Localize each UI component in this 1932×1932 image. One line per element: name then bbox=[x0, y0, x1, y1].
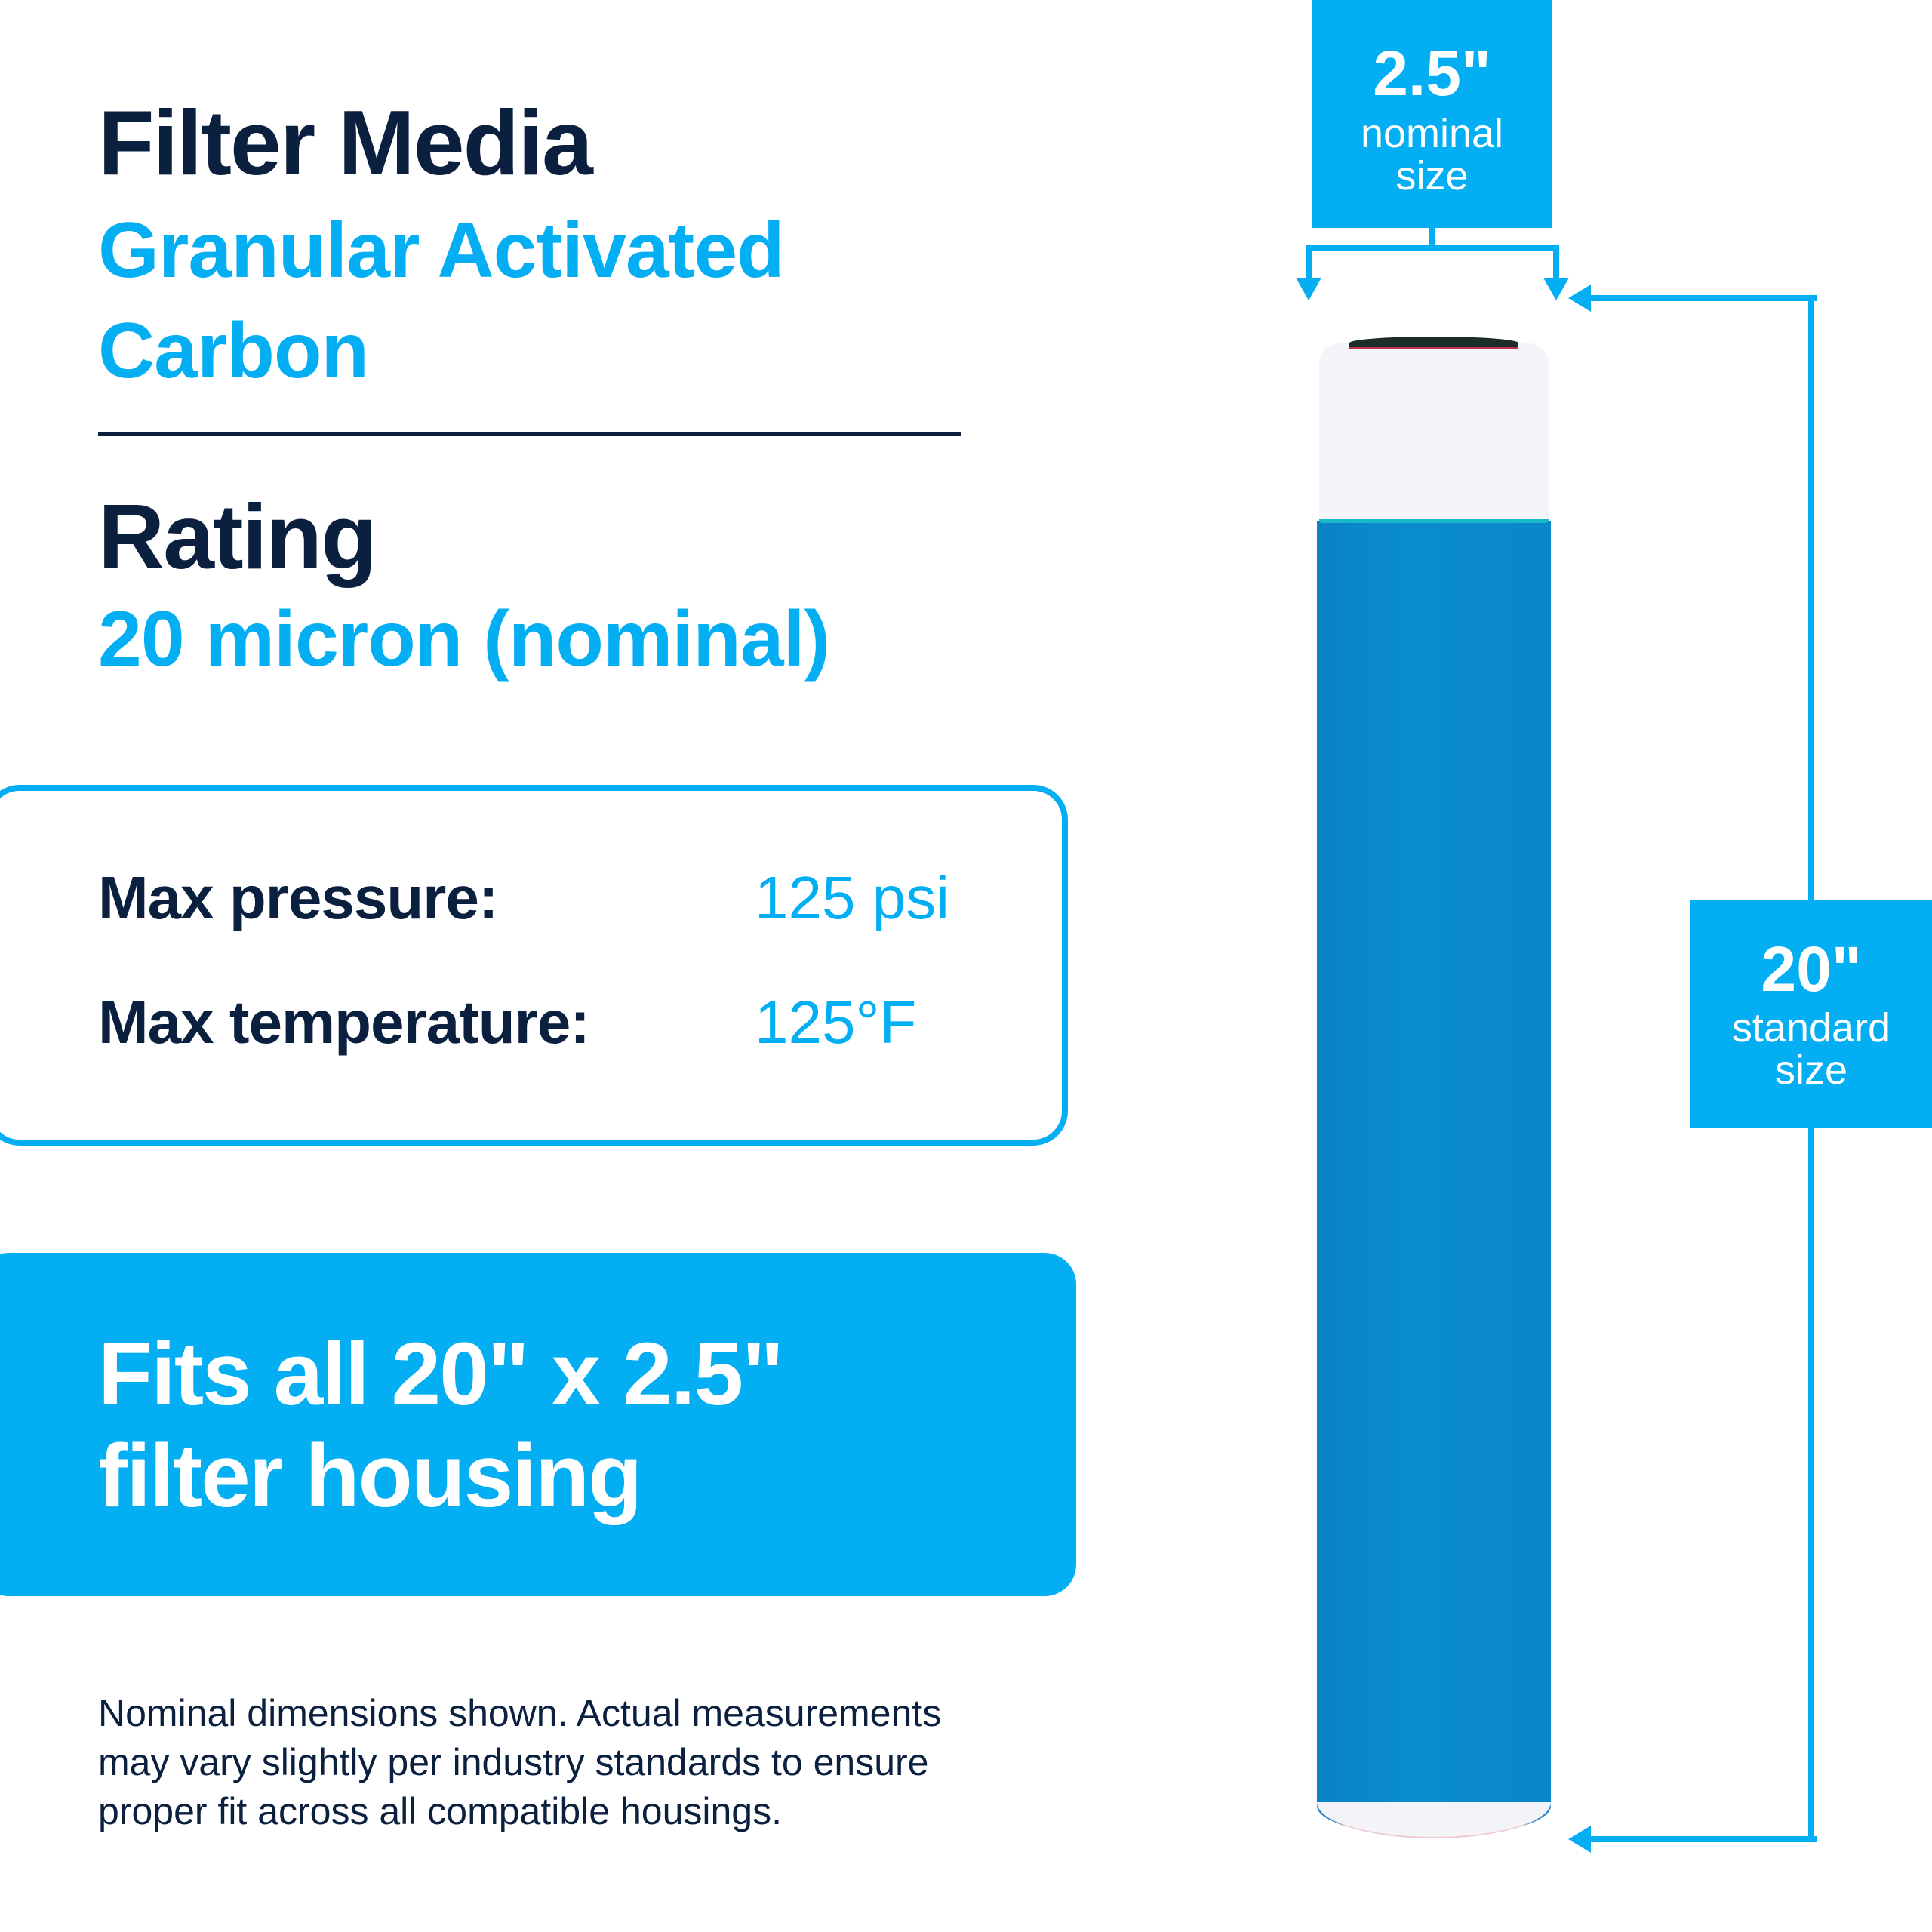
length-bracket-lower bbox=[1808, 1128, 1814, 1842]
filter-gasket bbox=[1349, 337, 1518, 349]
width-bracket-left bbox=[1306, 245, 1312, 278]
filter-media-value-line2: Carbon bbox=[98, 307, 369, 395]
length-dimension-sub1: standard bbox=[1731, 1005, 1891, 1051]
rating-heading: Rating bbox=[98, 485, 377, 588]
width-bracket-right bbox=[1553, 245, 1559, 278]
length-dimension-sub2: size bbox=[1774, 1048, 1848, 1093]
width-bracket-bar bbox=[1306, 245, 1559, 251]
length-dimension-value: 20" bbox=[1761, 934, 1862, 1004]
fit-banner-line1: Fits all 20" x 2.5" bbox=[98, 1324, 784, 1424]
length-bracket-bottom bbox=[1585, 1836, 1817, 1842]
footnote-line3: proper fit across all compatible housing… bbox=[98, 1790, 783, 1832]
width-dimension-value: 2.5" bbox=[1373, 38, 1491, 109]
filter-media-heading: Filter Media bbox=[98, 91, 593, 194]
filter-top-endcap bbox=[1319, 343, 1549, 523]
width-dimension-label: 2.5" nominal size bbox=[1312, 0, 1552, 228]
footnote-line2: may vary slightly per industry standards… bbox=[98, 1741, 929, 1783]
spec-label-temperature: Max temperature: bbox=[98, 989, 590, 1056]
rating-value: 20 micron (nominal) bbox=[98, 595, 830, 683]
spec-label-pressure: Max pressure: bbox=[98, 864, 498, 931]
arrow-left-bottom-icon bbox=[1568, 1826, 1591, 1853]
section-divider bbox=[98, 432, 961, 436]
fit-banner-line2: filter housing bbox=[98, 1426, 642, 1526]
arrow-down-left-icon bbox=[1296, 278, 1321, 300]
footnote-line1: Nominal dimensions shown. Actual measure… bbox=[98, 1692, 942, 1734]
length-dimension-label: 20" standard size bbox=[1690, 900, 1932, 1128]
fit-banner bbox=[0, 1253, 1076, 1596]
width-bracket-stem bbox=[1429, 228, 1435, 246]
length-bracket-top bbox=[1585, 295, 1817, 301]
arrow-down-right-icon bbox=[1543, 278, 1569, 300]
filter-media-value-line1: Granular Activated bbox=[98, 207, 785, 294]
spec-value-temperature: 125°F bbox=[755, 989, 917, 1056]
width-dimension-sub1: nominal bbox=[1360, 111, 1504, 156]
specs-card bbox=[0, 785, 1068, 1146]
length-bracket-upper bbox=[1808, 295, 1814, 900]
filter-cartridge-body bbox=[1317, 521, 1551, 1836]
width-dimension-sub2: size bbox=[1395, 153, 1469, 198]
spec-value-pressure: 125 psi bbox=[755, 864, 949, 931]
arrow-left-top-icon bbox=[1568, 285, 1591, 312]
